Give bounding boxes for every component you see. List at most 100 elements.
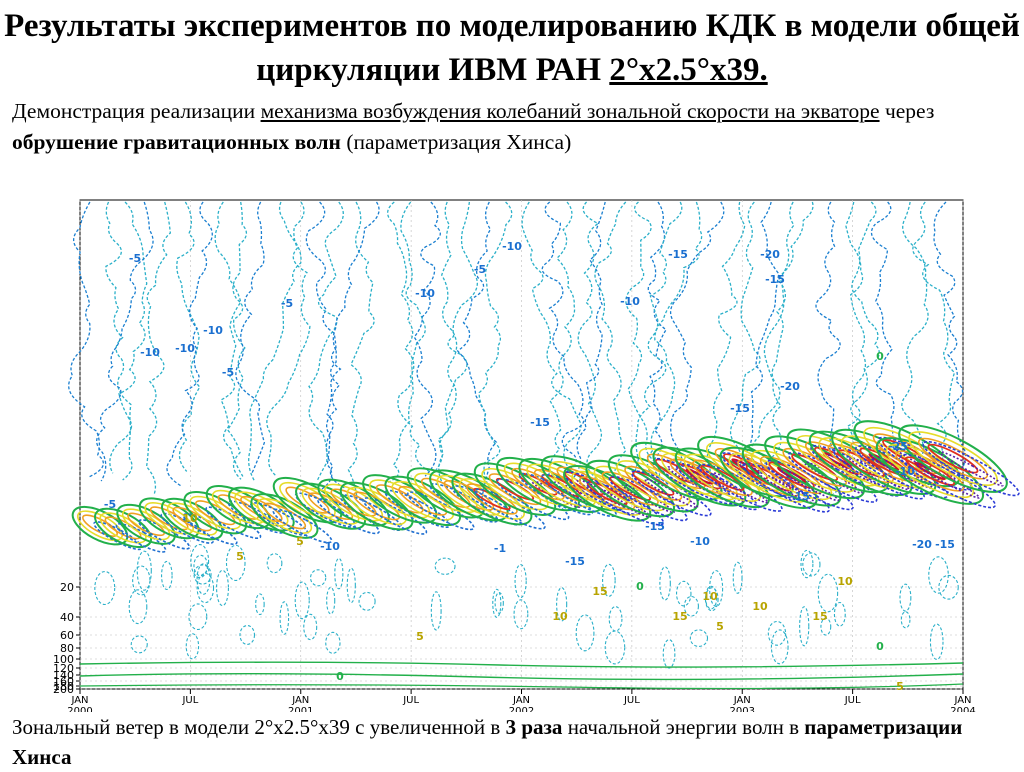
contour-negative: [145, 201, 172, 495]
contour-negative: [413, 201, 441, 477]
title-main: Результаты экспериментов по моделировани…: [4, 8, 1020, 88]
contour-negative: [308, 201, 344, 482]
contour-negative: [255, 593, 265, 616]
contour-positive: [719, 446, 818, 509]
contour-positive: [885, 443, 975, 499]
contour-negative: [166, 201, 213, 487]
contour-negative: [386, 201, 426, 484]
contour-label: 10: [837, 575, 853, 588]
contour-negative: [675, 580, 692, 607]
contour-negative: [435, 201, 458, 471]
contour-negative: [899, 453, 997, 509]
caption-bold-ratio: 3 раза: [505, 715, 563, 739]
contour-negative: [815, 201, 848, 495]
contour-label: 0: [636, 580, 644, 593]
contour-negative: [272, 508, 333, 544]
contour-label: -15: [565, 555, 585, 568]
contour-negative: [704, 587, 719, 612]
contour-positive: [189, 495, 242, 530]
contour-negative: [800, 549, 814, 579]
contour-negative: [729, 201, 761, 472]
contour-negative: [577, 201, 603, 480]
contour-label: 0: [876, 640, 884, 653]
contour-negative: [456, 201, 498, 498]
contour-positive: [917, 437, 989, 480]
contour-negative: [109, 201, 148, 474]
contour-label: -10: [502, 240, 522, 253]
contour-label: -20: [912, 538, 932, 551]
contour-label: -10: [620, 295, 640, 308]
contour-negative: [492, 588, 502, 618]
contour-negative: [193, 564, 212, 585]
contour-positive: [375, 484, 424, 514]
contour-label: 10: [552, 610, 568, 623]
contour-negative: [326, 586, 336, 615]
contour-label: -10: [895, 465, 915, 478]
contour-negative: [900, 611, 911, 629]
contour-negative: [893, 446, 957, 482]
contour-positive: [868, 452, 900, 471]
contour-positive: [638, 447, 715, 495]
contour-label: 0: [876, 350, 884, 363]
contour-negative: [770, 629, 789, 665]
contour-negative: [136, 550, 152, 591]
contour-label: -1: [494, 542, 506, 555]
contour-negative: [820, 617, 832, 636]
contour-negative: [570, 201, 606, 481]
contour-label: -20: [780, 380, 800, 393]
contour-zero: [79, 673, 964, 681]
contour-negative: [929, 623, 944, 661]
x-tick-month: JAN: [291, 695, 309, 706]
contour-positive: [76, 510, 124, 542]
y-tick-label: 140: [53, 669, 74, 682]
contour-positive: [82, 514, 118, 537]
contour-negative: [438, 201, 478, 484]
x-tick-month: JAN: [953, 695, 971, 706]
contour-negative: [193, 554, 208, 577]
contour-negative: [226, 201, 247, 480]
contour-positive: [172, 506, 213, 532]
contour-positive: [116, 503, 176, 545]
contour-label: 15: [812, 610, 827, 623]
y-tick-label: 40: [60, 611, 74, 624]
slide-subtitle: Демонстрация реализации механизма возбуж…: [12, 96, 1012, 158]
contour-negative: [188, 603, 208, 631]
contour-negative: [514, 564, 527, 599]
contour-negative: [294, 581, 310, 620]
contour-negative: [93, 521, 143, 551]
contour-negative: [938, 450, 1004, 487]
title-dims: 2°x2.5°x39.: [609, 52, 768, 88]
y-tick-label: 120: [53, 662, 74, 675]
x-tick-month: JUL: [844, 695, 861, 706]
contour-negative: [434, 557, 456, 575]
contour-positive: [307, 492, 354, 521]
x-tick-month: JAN: [733, 695, 751, 706]
caption-lead: Зональный ветер в модели 2°x2.5°x39 с ув…: [12, 715, 506, 739]
contour-label: 10: [182, 512, 198, 525]
contour-positive: [526, 463, 596, 508]
contour-label: 5: [416, 630, 424, 643]
contour-positive: [840, 435, 927, 489]
contour-label: 5: [896, 680, 904, 693]
contour-positive: [808, 430, 913, 496]
contour-negative: [912, 201, 956, 475]
contour-positive: [183, 491, 248, 535]
y-tick-label: 100: [53, 653, 74, 666]
contour-positive: [674, 447, 771, 509]
contour-negative: [94, 570, 116, 606]
contour-negative: [556, 587, 568, 622]
contour-negative: [196, 563, 211, 595]
contour-negative: [850, 201, 880, 472]
contour-negative: [767, 620, 787, 646]
x-tick-month: JAN: [512, 695, 530, 706]
contour-negative: [160, 512, 214, 544]
contour-negative: [334, 557, 344, 590]
slide-title: Результаты экспериментов по моделировани…: [0, 4, 1024, 92]
contour-negative: [608, 606, 623, 632]
contour-positive: [791, 453, 839, 482]
y-tick-label: 80: [60, 642, 74, 655]
contour-label: -10: [140, 346, 160, 359]
contour-negative: [855, 445, 949, 499]
contour-negative: [317, 201, 380, 493]
